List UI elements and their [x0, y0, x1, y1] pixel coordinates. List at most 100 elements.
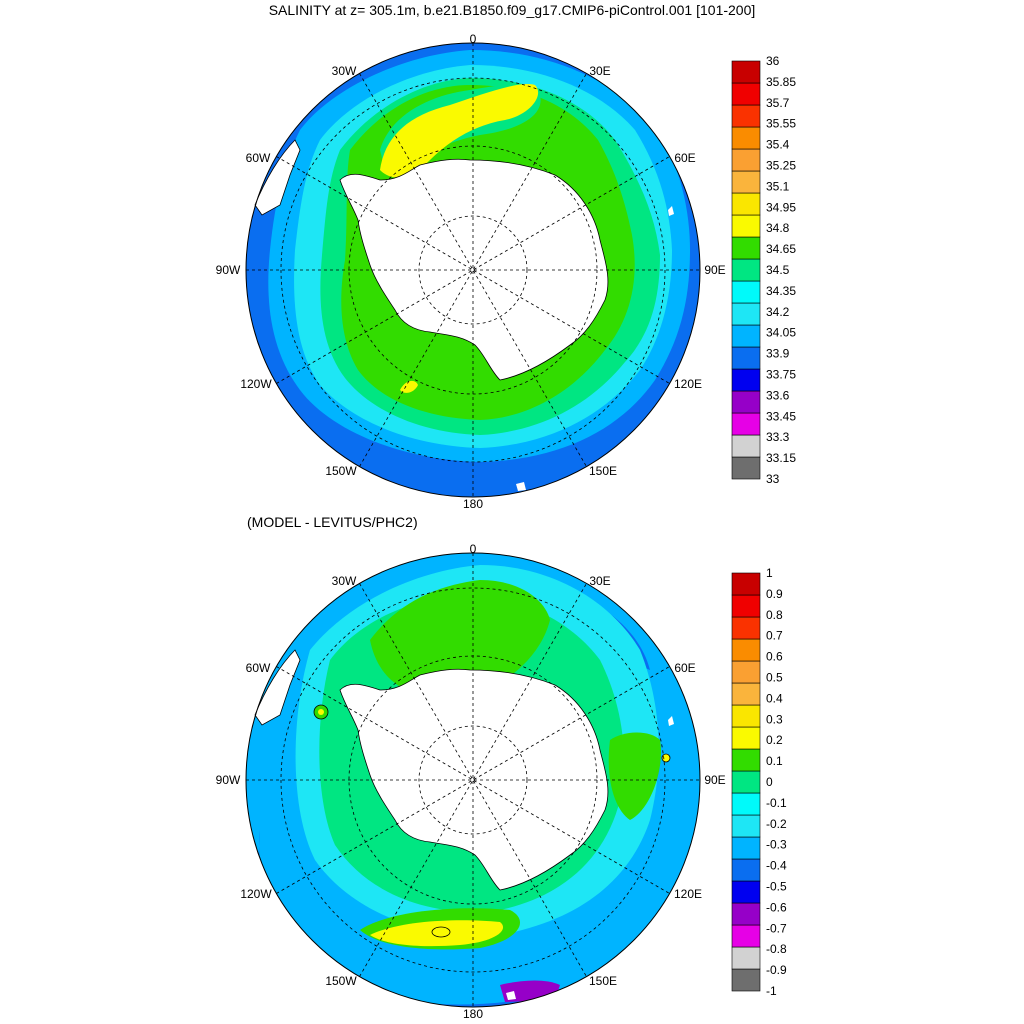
colorbar-label: 0.1: [766, 754, 783, 768]
colorbar-swatch: [731, 616, 761, 640]
colorbar-label: -0.9: [766, 963, 787, 977]
colorbar-swatch: [731, 126, 761, 150]
colorbar-label: 33.45: [766, 409, 796, 423]
colorbar-label: 0.3: [766, 712, 783, 726]
colorbar-swatch: [731, 280, 761, 304]
colorbar-swatch: [731, 726, 761, 750]
colorbar-swatch: [731, 748, 761, 772]
longitude-label: 150E: [589, 464, 617, 478]
colorbar-swatch: [731, 214, 761, 238]
colorbar-label: 34.5: [766, 263, 790, 277]
longitude-label: 120W: [240, 887, 272, 901]
colorbar-swatch: [731, 456, 761, 480]
difference-subtitle: (MODEL - LEVITUS/PHC2): [247, 514, 418, 530]
longitude-label: 120W: [240, 377, 272, 391]
colorbar-label: 33.75: [766, 368, 796, 382]
colorbar-swatch: [731, 880, 761, 904]
colorbar-swatch: [731, 594, 761, 618]
colorbar-label: 33.3: [766, 430, 790, 444]
colorbar-label: 0.9: [766, 587, 783, 601]
colorbar-label: -0.8: [766, 942, 787, 956]
longitude-label: 30W: [332, 574, 357, 588]
colorbar-label: 35.25: [766, 159, 796, 173]
colorbar-label: -0.6: [766, 900, 787, 914]
longitude-labels-bottom: 0 30E 60E 90E 120E 150E 180 150W 120W 90W 60W 30W: [216, 542, 726, 1021]
colorbar-swatch: [731, 770, 761, 794]
longitude-label: 150W: [325, 464, 357, 478]
colorbar-label: -0.2: [766, 817, 787, 831]
colorbar-label: 0.6: [766, 650, 783, 664]
colorbar-swatch: [731, 660, 761, 684]
longitude-label: 180: [463, 1007, 483, 1021]
colorbar-swatch: [731, 60, 761, 84]
longitude-labels-top: 0 30E 60E 90E 120E 150E 180 150W 120W 90W 60W 30W: [216, 32, 726, 511]
colorbar-label: -0.1: [766, 796, 787, 810]
colorbar-label: 0.2: [766, 733, 783, 747]
colorbar-swatch: [731, 192, 761, 216]
colorbar-swatch: [731, 346, 761, 370]
colorbar-label: 0.8: [766, 608, 783, 622]
longitude-label: 90W: [216, 773, 241, 787]
longitude-label: 180: [463, 497, 483, 511]
colorbar-label: -0.7: [766, 921, 787, 935]
colorbar-label: 35.1: [766, 179, 790, 193]
colorbar-swatch: [731, 434, 761, 458]
longitude-label: 90E: [704, 773, 725, 787]
colorbar-label: 34.95: [766, 200, 796, 214]
longitude-label: 60W: [246, 661, 271, 675]
longitude-label: 120E: [674, 377, 702, 391]
colorbar-label: 0.5: [766, 671, 783, 685]
colorbar-label: 1: [766, 566, 773, 580]
colorbar-label: -0.3: [766, 838, 787, 852]
colorbar-swatch: [731, 792, 761, 816]
colorbar-difference: 1 0.9 0.8 0.7 0.6 0.5 0.4 0.3 0.2 0.1 0 -0.1 -0.2 -0.…: [731, 566, 787, 998]
colorbar-swatch: [731, 638, 761, 662]
colorbar-label: 0: [766, 775, 773, 789]
longitude-label: 90W: [216, 263, 241, 277]
colorbar-label: -1: [766, 984, 777, 998]
longitude-label: 150E: [589, 974, 617, 988]
longitude-label: 30E: [589, 64, 610, 78]
colorbar-swatch: [731, 104, 761, 128]
colorbar-swatch: [731, 412, 761, 436]
colorbar-label: 34.65: [766, 242, 796, 256]
colorbar-label: 35.7: [766, 96, 790, 110]
colorbar-label: 34.35: [766, 284, 796, 298]
plot-title: SALINITY at z= 305.1m, b.e21.B1850.f09_g…: [268, 2, 756, 18]
colorbar-label: 33: [766, 472, 780, 486]
colorbar-label: 0.4: [766, 691, 783, 705]
colorbar-swatch: [731, 368, 761, 392]
colorbar-swatch: [731, 148, 761, 172]
colorbar-label: 33.6: [766, 388, 790, 402]
longitude-label: 0: [470, 32, 477, 46]
colorbar-swatch: [731, 258, 761, 282]
longitude-label: 30E: [589, 574, 610, 588]
colorbar-swatch: [731, 302, 761, 326]
longitude-label: 60E: [674, 151, 695, 165]
colorbar-label: 35.85: [766, 75, 796, 89]
longitude-label: 30W: [332, 64, 357, 78]
colorbar-swatch: [731, 682, 761, 706]
colorbar-label: -0.4: [766, 859, 787, 873]
colorbar-label: 34.2: [766, 305, 790, 319]
colorbar-label: 0.7: [766, 629, 783, 643]
colorbar-swatch: [731, 82, 761, 106]
colorbar-swatch: [731, 858, 761, 882]
colorbar-swatch: [731, 836, 761, 860]
colorbar-swatch: [731, 236, 761, 260]
colorbar-label: 36: [766, 54, 780, 68]
colorbar-label: 35.55: [766, 117, 796, 131]
colorbar-swatch: [731, 968, 761, 992]
colorbar-label: 34.05: [766, 326, 796, 340]
longitude-label: 150W: [325, 974, 357, 988]
colorbar-swatch: [731, 924, 761, 948]
colorbar-swatch: [731, 814, 761, 838]
colorbar-label: 33.9: [766, 347, 790, 361]
colorbar-swatch: [731, 946, 761, 970]
colorbar-label: 35.4: [766, 138, 790, 152]
colorbar-label: -0.5: [766, 880, 787, 894]
salinity-map: [245, 42, 701, 498]
colorbar-swatch: [731, 704, 761, 728]
colorbar-label: 33.15: [766, 451, 796, 465]
